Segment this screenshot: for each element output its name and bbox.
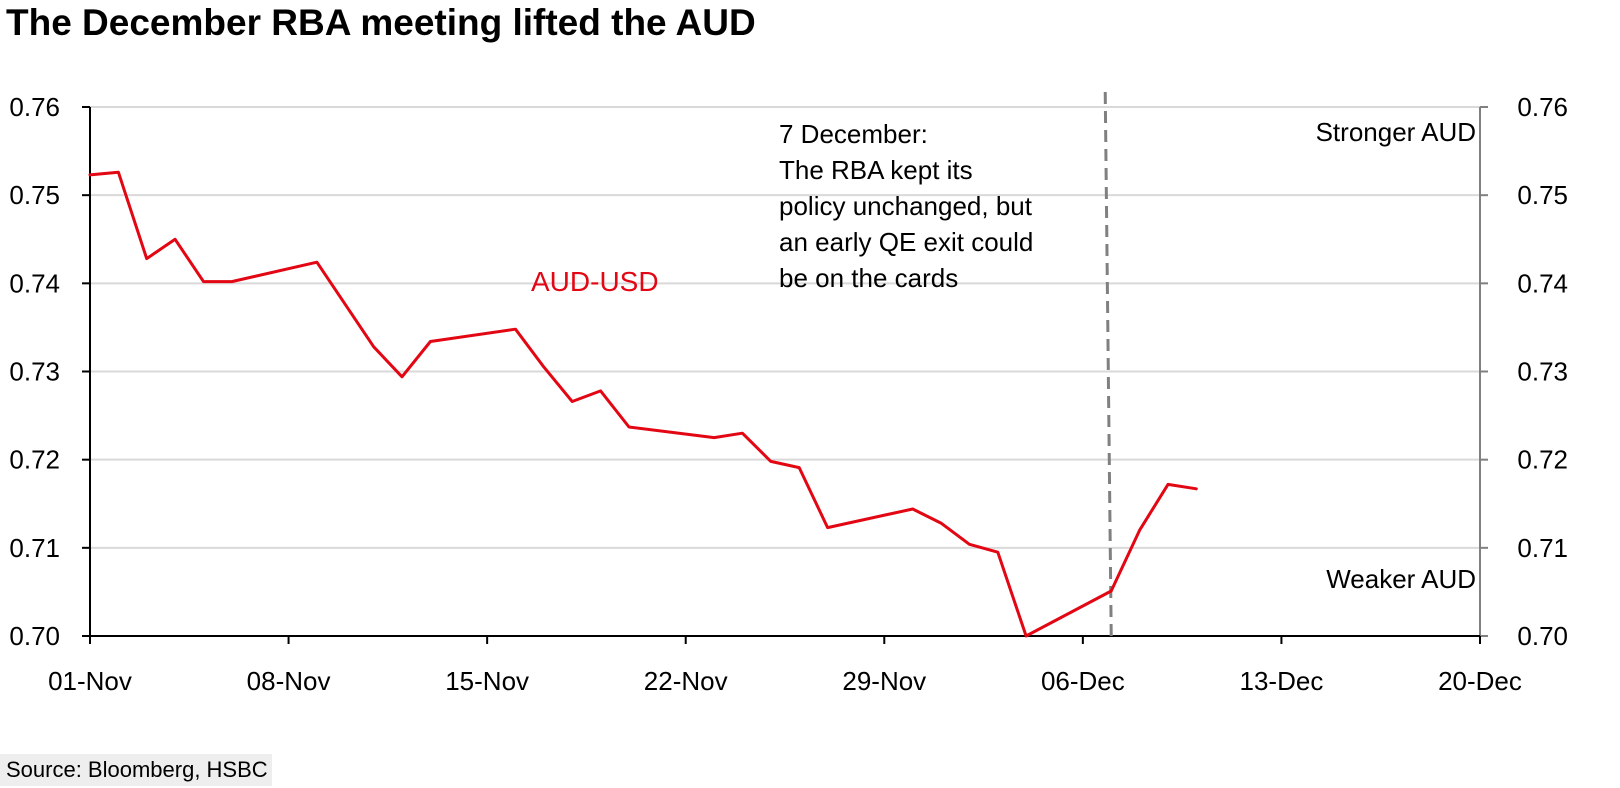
y-tick-label-left: 0.74	[9, 268, 60, 298]
x-tick-label: 15-Nov	[445, 666, 529, 696]
y-tick-label-right: 0.70	[1517, 621, 1568, 651]
event-dashed-line	[1103, 91, 1113, 637]
series-line-aud-usd	[88, 170, 1198, 638]
y-tick-label-left: 0.72	[9, 445, 60, 475]
annotation-line: policy unchanged, but	[779, 191, 1033, 221]
y-tick-label-right: 0.73	[1517, 357, 1568, 387]
annotation-line: 7 December:	[779, 119, 928, 149]
series-label-aud-usd: AUD-USD	[531, 266, 659, 297]
y-tick-label-right: 0.74	[1517, 268, 1568, 298]
y-tick-label-left: 0.70	[9, 621, 60, 651]
annotation-line: The RBA kept its	[779, 155, 973, 185]
y-tick-label-right: 0.75	[1517, 180, 1568, 210]
gridlines	[90, 106, 1480, 549]
x-tick-label: 22-Nov	[644, 666, 728, 696]
x-tick-label: 08-Nov	[247, 666, 331, 696]
x-tick-label: 13-Dec	[1240, 666, 1324, 696]
axes	[82, 106, 1488, 644]
chart-title: The December RBA meeting lifted the AUD	[6, 2, 756, 43]
annotation-line: an early QE exit could	[779, 227, 1033, 257]
annotation-line: be on the cards	[779, 263, 958, 293]
y-tick-label-left: 0.71	[9, 533, 60, 563]
weaker-aud-label: Weaker AUD	[1326, 564, 1476, 594]
y-tick-label-left: 0.76	[9, 92, 60, 122]
chart-labels: 0.70 0.71 0.72 0.73 0.74 0.75 0.76 0.70 0.71 0.72…	[9, 92, 1568, 696]
stronger-aud-label: Stronger AUD	[1316, 117, 1476, 147]
x-tick-label: 06-Dec	[1041, 666, 1125, 696]
x-tick-label: 20-Dec	[1438, 666, 1522, 696]
series	[88, 170, 1198, 638]
y-tick-label-right: 0.72	[1517, 445, 1568, 475]
y-tick-label-left: 0.75	[9, 180, 60, 210]
event-marker	[1103, 91, 1113, 637]
y-tick-label-left: 0.73	[9, 357, 60, 387]
x-tick-label: 29-Nov	[842, 666, 926, 696]
y-tick-label-right: 0.76	[1517, 92, 1568, 122]
source-note: Source: Bloomberg, HSBC	[0, 754, 272, 786]
x-tick-label: 01-Nov	[48, 666, 132, 696]
y-tick-label-right: 0.71	[1517, 533, 1568, 563]
